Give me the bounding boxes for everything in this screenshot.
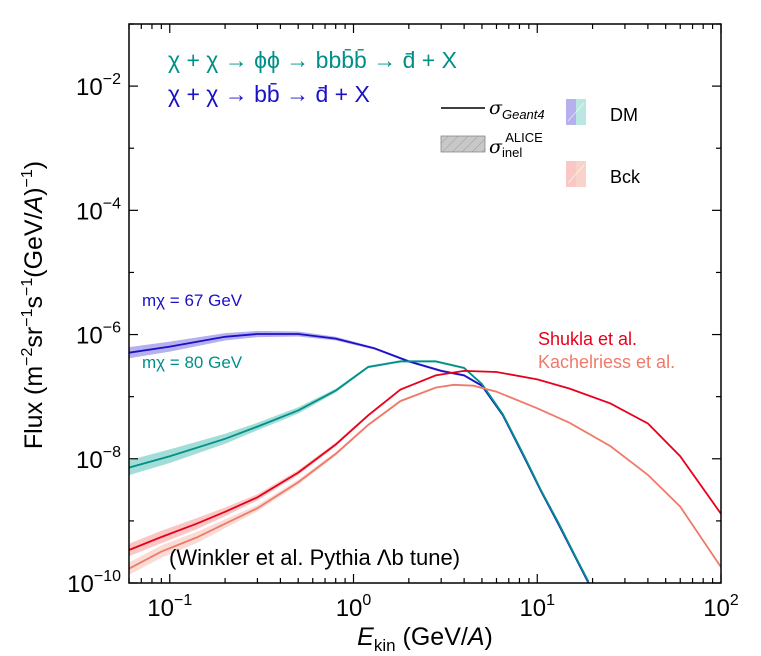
kachelriess-label: Kachelriess et al. [538, 352, 675, 372]
pythia-tune-note: (Winkler et al. Pythia Λb tune) [169, 545, 460, 570]
legend-band-label: σinelALICE [489, 130, 543, 160]
channel-annotation-phiphi: χ + χ → ϕϕ → bbb̄b̄ → d̄ + X [168, 47, 457, 73]
kachelriess-et-al-line [129, 383, 721, 570]
plot-frame [128, 23, 722, 584]
legend-bck-label: Bck [610, 167, 641, 187]
legend-bck-swatch [566, 161, 586, 187]
y-axis-label: Flux (m−2sr−1s−1(GeV/A)−1) [19, 161, 48, 449]
legend-dm-swatch [566, 99, 586, 125]
legend-line-label: σGeant4 [489, 97, 545, 122]
x-axis-label: Ekin (GeV/A) [357, 623, 493, 655]
shukla-et-al-line [129, 369, 721, 551]
legend: σGeant4 σinelALICE DM Bck [440, 97, 641, 187]
x-tick-label: 101 [519, 592, 555, 622]
x-tick-label: 102 [703, 592, 739, 622]
x-tick-label: 10−1 [147, 592, 192, 622]
series-lines [129, 333, 721, 583]
y-tick-label: 10−4 [76, 195, 121, 225]
legend-dm-label: DM [610, 105, 638, 125]
shukla-label: Shukla et al. [538, 329, 637, 349]
y-tick-label: 10−10 [67, 568, 121, 598]
channel-annotation-bb: χ + χ → bb̄ → d̄ + X [168, 81, 370, 107]
axis-tick-labels: 10−1 100 101 102 10−10 10−8 10−6 10−4 10−2 [67, 71, 739, 622]
y-tick-label: 10−2 [76, 71, 121, 101]
y-tick-label: 10−8 [76, 444, 121, 474]
mass-label-67: mχ = 67 GeV [142, 291, 243, 310]
mass-label-80: mχ = 80 GeV [142, 353, 243, 372]
m-80-gev-line [129, 360, 590, 583]
y-tick-label: 10−6 [76, 320, 121, 350]
legend-band-swatch [440, 135, 486, 153]
x-tick-label: 100 [336, 592, 372, 622]
axis-ticks [128, 23, 722, 584]
